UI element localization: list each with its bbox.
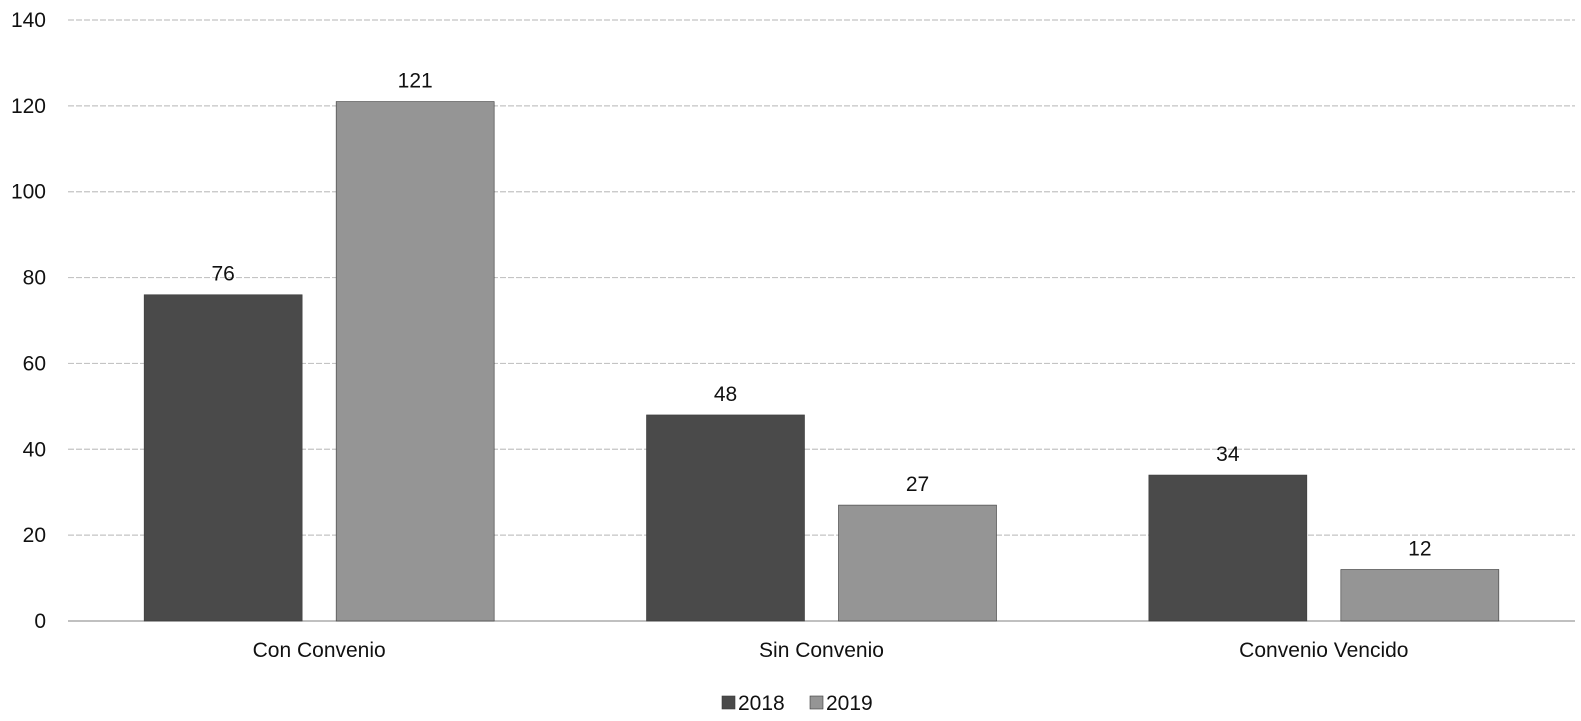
legend-swatch-2018 — [721, 695, 736, 710]
bar-2018-0 — [143, 294, 303, 622]
x-axis-categories: Con Convenio Sin Convenio Convenio Vencido — [253, 639, 1409, 662]
x-category-label: Sin Convenio — [759, 639, 884, 662]
y-tick-label: 100 — [11, 181, 46, 204]
bar-2019-1 — [838, 504, 997, 622]
data-label: 34 — [1216, 443, 1240, 466]
x-category-label: Con Convenio — [253, 639, 386, 662]
bar-2019-0 — [335, 101, 495, 622]
legend-label-2018: 2018 — [738, 692, 785, 715]
y-tick-label: 140 — [11, 9, 46, 32]
data-label: 48 — [714, 383, 737, 406]
data-label: 76 — [211, 263, 234, 286]
y-axis-ticks: 0 20 40 60 80 100 120 140 — [11, 9, 46, 633]
grid-lines — [68, 19, 1575, 622]
data-label: 121 — [398, 70, 433, 93]
data-label: 27 — [906, 473, 929, 496]
y-tick-label: 80 — [23, 267, 46, 290]
legend-label-2019: 2019 — [826, 692, 873, 715]
y-tick-label: 60 — [23, 352, 46, 375]
y-tick-label: 0 — [34, 610, 46, 633]
x-category-label: Convenio Vencido — [1239, 639, 1408, 662]
bar-2018-2 — [1148, 474, 1308, 622]
legend: 2018 2019 — [721, 692, 873, 715]
data-label: 12 — [1408, 537, 1431, 560]
bars — [143, 101, 1500, 622]
data-labels: 76 121 48 27 34 12 — [211, 70, 1431, 561]
bar-2018-1 — [646, 414, 805, 622]
y-tick-label: 40 — [23, 438, 46, 461]
bar-2019-2 — [1340, 569, 1500, 622]
y-tick-label: 20 — [23, 524, 46, 547]
legend-swatch-2019 — [809, 695, 824, 710]
y-tick-label: 120 — [11, 95, 46, 118]
